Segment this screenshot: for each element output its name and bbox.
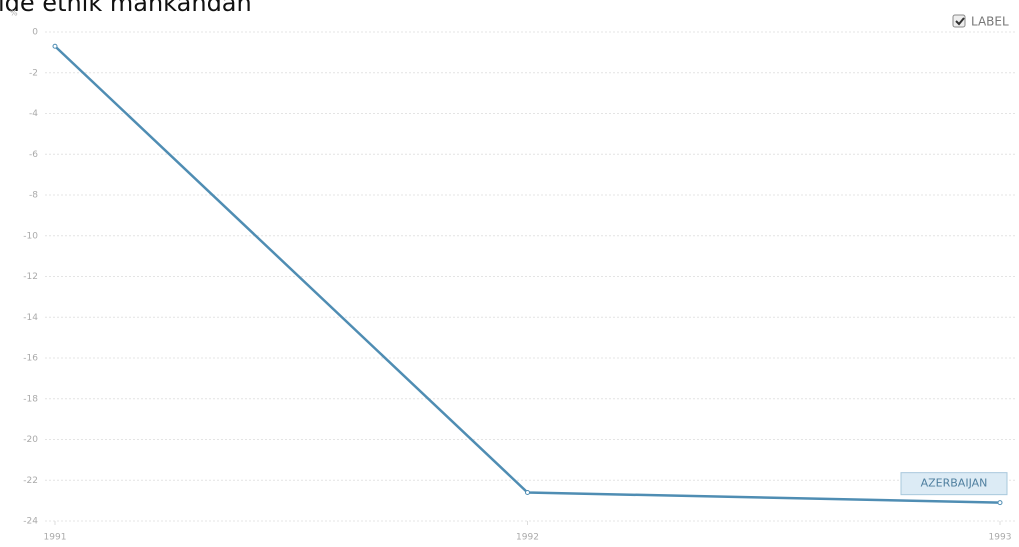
- data-point: [525, 489, 530, 495]
- y-tick-label: -24: [23, 517, 38, 527]
- y-tick-label: -14: [23, 313, 38, 323]
- y-tick-label: -20: [23, 435, 38, 445]
- x-tick-label: 1991: [44, 533, 67, 543]
- y-tick-label: -18: [23, 394, 38, 404]
- y-tick-label: -6: [29, 150, 38, 160]
- x-tick-label: 1993: [989, 533, 1012, 543]
- series-label-box: [900, 472, 1008, 496]
- y-axis-label: %: [10, 9, 18, 18]
- chart-title: ıde etnik mahkandan: [0, 0, 252, 17]
- series-label: AZERBAIJAN: [921, 477, 988, 490]
- y-tick-label: -16: [23, 354, 38, 364]
- y-tick-label: -2: [29, 68, 38, 78]
- label-toggle-text[interactable]: LABEL: [971, 15, 1009, 29]
- x-tick-label: 1992: [516, 533, 539, 543]
- y-tick-label: 0: [32, 28, 38, 38]
- checkmark: [955, 17, 965, 26]
- y-tick-label: -12: [23, 272, 38, 282]
- y-tick-label: -4: [29, 109, 38, 119]
- series-line: [54, 45, 1001, 504]
- label-checkbox[interactable]: [952, 14, 966, 28]
- y-tick-label: -8: [29, 191, 38, 201]
- y-tick-label: -22: [23, 476, 38, 486]
- data-point: [997, 500, 1003, 506]
- data-point: [52, 43, 58, 49]
- y-tick-label: -10: [23, 231, 38, 241]
